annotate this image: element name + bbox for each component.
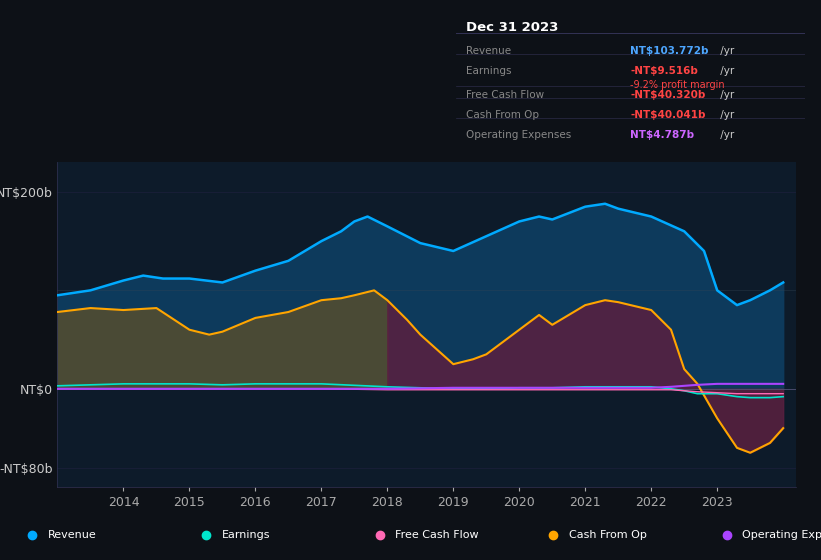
- Text: NT$4.787b: NT$4.787b: [631, 130, 695, 140]
- Text: Operating Expenses: Operating Expenses: [466, 130, 571, 140]
- Text: /yr: /yr: [718, 130, 735, 140]
- Text: Operating Expenses: Operating Expenses: [742, 530, 821, 540]
- Text: Revenue: Revenue: [48, 530, 97, 540]
- Text: /yr: /yr: [718, 45, 735, 55]
- Text: -NT$40.041b: -NT$40.041b: [631, 110, 705, 120]
- Text: -NT$40.320b: -NT$40.320b: [631, 90, 705, 100]
- Text: -9.2% profit margin: -9.2% profit margin: [631, 80, 725, 90]
- Text: Cash From Op: Cash From Op: [466, 110, 539, 120]
- Text: Earnings: Earnings: [222, 530, 270, 540]
- Text: NT$103.772b: NT$103.772b: [631, 45, 709, 55]
- Text: Cash From Op: Cash From Op: [569, 530, 647, 540]
- Text: /yr: /yr: [718, 90, 735, 100]
- Text: Free Cash Flow: Free Cash Flow: [466, 90, 544, 100]
- Text: /yr: /yr: [718, 66, 735, 76]
- Text: Revenue: Revenue: [466, 45, 511, 55]
- Text: -NT$9.516b: -NT$9.516b: [631, 66, 698, 76]
- Text: Dec 31 2023: Dec 31 2023: [466, 21, 558, 34]
- Text: /yr: /yr: [718, 110, 735, 120]
- Text: Free Cash Flow: Free Cash Flow: [395, 530, 479, 540]
- Text: Earnings: Earnings: [466, 66, 511, 76]
